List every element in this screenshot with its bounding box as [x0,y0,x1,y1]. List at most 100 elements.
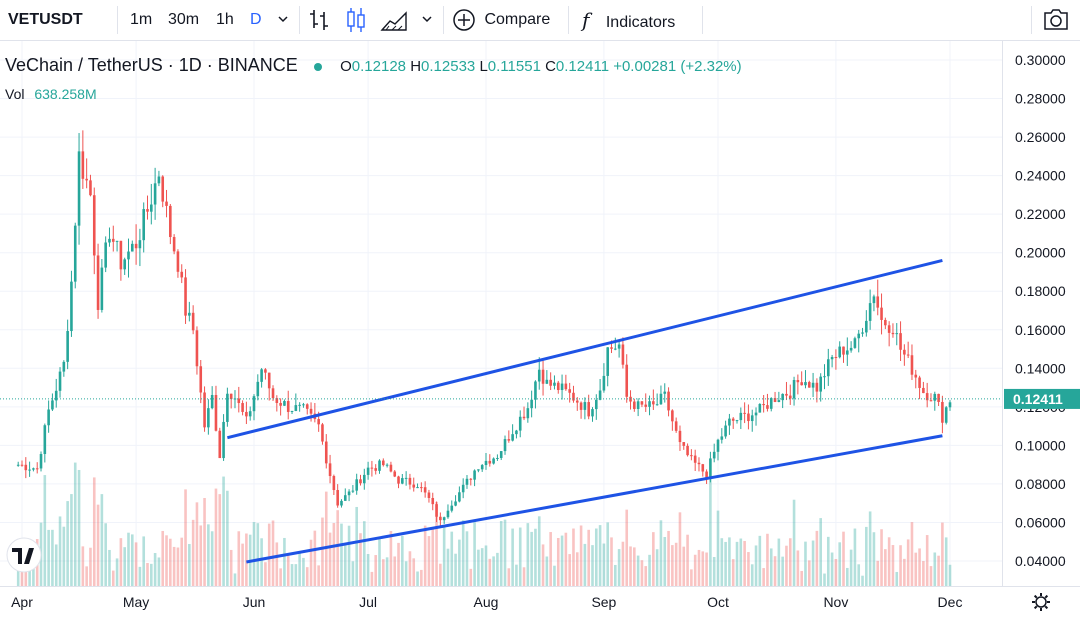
price-tick-label: 0.08000 [1015,476,1066,492]
symbol-search[interactable]: VETUSDT [8,11,83,28]
candle-body [697,462,701,465]
volume-bar [705,552,708,586]
volume-bar [366,554,370,586]
volume-bar [659,520,663,586]
candle-body [731,418,735,421]
volume-bar [655,549,659,586]
candle-body [785,393,788,396]
candle-body [933,393,937,401]
volume-bar [906,539,910,586]
candle-body [332,476,336,491]
volume-bar [252,522,256,586]
volume-bar [575,552,579,586]
volume-bar [815,530,819,586]
settings-gear-icon[interactable] [1032,593,1050,611]
candle-body [32,468,35,470]
volume-bars [16,462,952,586]
volume-bar [598,525,602,586]
volume-bar [397,542,400,586]
area-chart-type-button[interactable] [380,0,408,40]
volume-bar [199,525,203,586]
volume-bar [454,553,457,586]
candle-body [823,376,826,378]
candle-body [423,487,427,493]
time-axis-scale: Apr May Jun Jul Aug Sep Oct Nov Dec [11,593,1050,611]
candle-body [944,407,948,423]
candle-body [469,478,473,480]
candle-body [248,411,252,417]
volume-bar [781,556,784,586]
candle-body [594,399,598,410]
volume-bar [127,532,130,586]
price-chart[interactable] [0,41,1002,586]
interval-1m[interactable]: 1m [130,11,153,28]
chart-area[interactable]: VeChain / TetherUS · 1D · BINANCE O0.121… [0,41,1002,586]
candle-body [910,355,914,375]
candle-body [537,369,541,382]
interval-1h[interactable]: 1h [216,11,234,28]
candle-body [283,401,286,406]
volume-bar [537,516,541,586]
candle-body [579,402,583,410]
candles-chart-type-button[interactable] [344,0,368,40]
volume-bar [556,537,560,586]
candle-body [507,439,511,441]
candle-body [431,498,435,505]
volume-bar [712,557,716,586]
compare-label: Compare [484,11,551,28]
volume-bar [51,529,54,586]
candle-body [598,390,602,400]
candle-body [397,476,400,484]
candle-body [564,383,568,390]
volume-bar [579,525,583,586]
candle-body [85,178,88,181]
volume-bar [191,519,195,586]
candle-body [686,445,689,456]
indicators-label: Indicators [605,14,676,31]
chart-type-dropdown[interactable] [420,0,434,40]
volume-bar [720,538,724,586]
interval-d[interactable]: D [250,11,262,28]
toolbar-divider [443,6,444,34]
compare-button[interactable]: Compare [452,0,550,40]
bar-chart-type-button[interactable] [308,0,332,40]
candle-body [195,330,199,367]
candle-body [271,388,275,399]
volume-bar [731,559,735,586]
volume-bar [104,523,107,586]
candle-body [872,296,876,304]
candle-body [477,469,480,471]
volume-bar [492,556,495,586]
candle-body [766,405,769,409]
volume-bar [583,543,587,586]
price-axis[interactable]: 0.30000 0.28000 0.26000 0.24000 0.22000 0.200… [1002,41,1080,586]
volume-bar [283,537,286,586]
candle-body [214,395,218,431]
volume-bar [214,488,218,586]
interval-30m[interactable]: 30m [168,11,200,28]
interval-dropdown[interactable] [276,0,290,40]
volume-bar [617,549,621,586]
price-tick-label: 0.10000 [1015,437,1066,453]
candle-body [830,357,834,360]
candle-body [252,396,256,412]
price-axis-scale: 0.30000 0.28000 0.26000 0.24000 0.22000 0.200… [1004,52,1080,569]
candle-body [899,333,902,350]
volume-bar [929,566,933,586]
time-axis[interactable]: Apr May Jun Jul Aug Sep Oct Nov Dec [0,586,1080,617]
volume-bar [32,568,35,586]
candle-body [123,259,126,270]
candle-body [191,312,195,331]
candle-body [922,387,925,394]
candle-body [484,460,488,466]
volume-bar [359,533,362,586]
snapshot-button[interactable] [1042,0,1070,40]
candle-body [138,240,142,249]
indicators-button[interactable]: f Indicators [582,0,675,40]
gear-hub [1035,596,1047,608]
volume-bar [948,564,952,586]
volume-bar [184,489,187,586]
candle-body [895,333,899,335]
volume-bar [188,544,191,586]
function-icon: f [582,8,590,32]
